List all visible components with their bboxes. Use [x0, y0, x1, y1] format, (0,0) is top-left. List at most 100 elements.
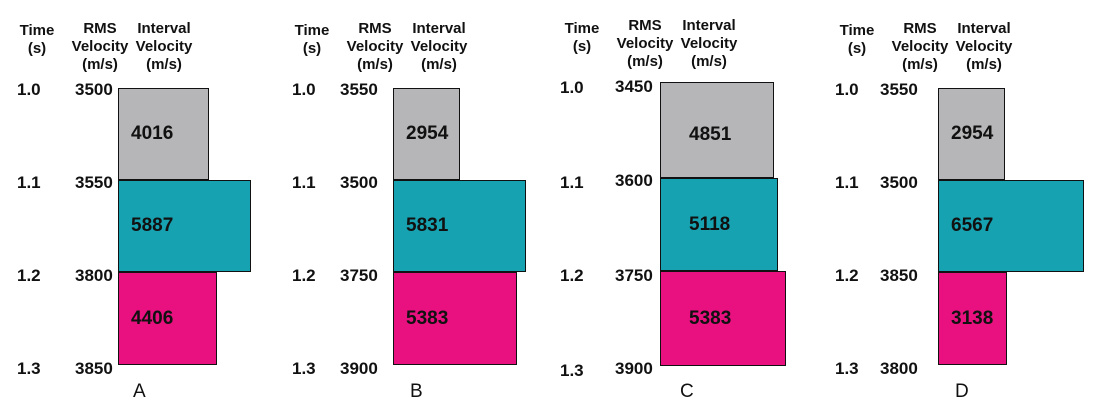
time-header: Time (s): [562, 20, 602, 56]
rms-value: 3850: [880, 266, 918, 285]
time-header-line: Time: [839, 22, 875, 39]
interval-value: 5831: [406, 215, 449, 236]
time-header-unit: (s): [27, 40, 47, 57]
rms-header-line: Velocity: [346, 38, 404, 55]
interval-header: Interval Velocity (m/s): [939, 20, 1029, 74]
rms-header-unit: (m/s): [357, 56, 393, 73]
time-header: Time (s): [837, 22, 877, 58]
interval-header: Interval Velocity (m/s): [394, 20, 484, 74]
rms-value: 3500: [340, 173, 378, 192]
interval-header-unit: (m/s): [691, 53, 727, 70]
rms-header-line: RMS: [628, 17, 662, 34]
rms-value: 3500: [880, 173, 918, 192]
rms-value: 3500: [75, 80, 113, 99]
time-value: 1.1: [17, 173, 41, 192]
interval-layer-3: 5383: [393, 272, 517, 365]
rms-header-unit: (m/s): [82, 56, 118, 73]
time-value: 1.1: [835, 173, 859, 192]
interval-header-line: Velocity: [680, 35, 738, 52]
panel-label: A: [133, 381, 146, 402]
time-value: 1.3: [292, 359, 316, 378]
interval-layer-1: 2954: [938, 88, 1005, 180]
interval-value: 5118: [689, 213, 731, 235]
interval-layer-1: 4016: [118, 88, 209, 180]
interval-value: 4016: [131, 123, 174, 144]
rms-value: 3750: [615, 266, 653, 285]
interval-layer-3: 3138: [938, 272, 1007, 365]
interval-header-unit: (m/s): [146, 56, 182, 73]
rms-header: RMS Velocity (m/s): [336, 20, 414, 74]
interval-layer-1: 4851: [660, 82, 774, 178]
rms-header-line: RMS: [83, 20, 117, 37]
rms-header-line: RMS: [358, 20, 392, 37]
rms-header-line: Velocity: [616, 35, 674, 52]
interval-value: 2954: [951, 123, 994, 144]
interval-layer-2: 5831: [393, 180, 526, 272]
time-header-line: Time: [294, 22, 330, 39]
rms-value: 3900: [615, 359, 653, 378]
rms-value: 3450: [615, 77, 653, 96]
interval-layer-2: 5887: [118, 180, 251, 272]
rms-value: 3900: [340, 359, 378, 378]
time-value: 1.2: [292, 266, 316, 285]
time-header-unit: (s): [302, 40, 322, 57]
time-value: 1.2: [560, 266, 584, 285]
rms-value: 3800: [75, 266, 113, 285]
time-value: 1.0: [292, 80, 316, 99]
interval-value: 6567: [951, 215, 994, 236]
time-header: Time (s): [17, 22, 57, 58]
interval-value: 5887: [131, 215, 174, 236]
rms-header: RMS Velocity (m/s): [881, 20, 959, 74]
interval-header-line: Interval: [682, 17, 736, 34]
interval-value: 3138: [951, 307, 994, 329]
panel-d: Time (s) RMS Velocity (m/s) Interval Vel…: [835, 0, 1100, 420]
rms-header-line: Velocity: [71, 38, 129, 55]
interval-header-unit: (m/s): [421, 56, 457, 73]
interval-header-line: Velocity: [135, 38, 193, 55]
interval-value: 2954: [406, 123, 449, 144]
rms-value: 3850: [75, 359, 113, 378]
panel-c: Time (s) RMS Velocity (m/s) Interval Vel…: [560, 0, 830, 420]
time-header-line: Time: [564, 20, 600, 37]
time-value: 1.2: [17, 266, 41, 285]
interval-layer-1: 2954: [393, 88, 460, 180]
interval-layer-2: 5118: [660, 178, 778, 271]
time-value: 1.0: [835, 80, 859, 99]
time-value: 1.3: [835, 359, 859, 378]
interval-layer-3: 5383: [660, 271, 786, 366]
time-value: 1.1: [292, 173, 316, 192]
interval-header: Interval Velocity (m/s): [119, 20, 209, 74]
time-header: Time (s): [292, 22, 332, 58]
interval-header: Interval Velocity (m/s): [664, 17, 754, 71]
time-value: 1.0: [560, 78, 584, 97]
panel-label: C: [680, 381, 694, 402]
rms-value: 3800: [880, 359, 918, 378]
interval-header-line: Velocity: [410, 38, 468, 55]
time-value: 1.3: [17, 359, 41, 378]
interval-value: 4406: [131, 307, 174, 329]
panel-label: D: [955, 381, 969, 402]
time-value: 1.2: [835, 266, 859, 285]
time-header-unit: (s): [847, 40, 867, 57]
interval-value: 5383: [406, 307, 449, 329]
panel-b: Time (s) RMS Velocity (m/s) Interval Vel…: [290, 0, 560, 420]
time-value: 1.1: [560, 173, 584, 192]
rms-value: 3550: [340, 80, 378, 99]
interval-value: 5383: [689, 307, 732, 329]
rms-value: 3550: [75, 173, 113, 192]
interval-header-line: Interval: [957, 20, 1011, 37]
rms-value: 3750: [340, 266, 378, 285]
time-header-line: Time: [19, 22, 55, 39]
rms-header-line: RMS: [903, 20, 937, 37]
interval-header-unit: (m/s): [966, 56, 1002, 73]
rms-value: 3550: [880, 80, 918, 99]
interval-header-line: Interval: [412, 20, 466, 37]
rms-header-line: Velocity: [891, 38, 949, 55]
rms-header-unit: (m/s): [627, 53, 663, 70]
rms-header: RMS Velocity (m/s): [61, 20, 139, 74]
interval-header-line: Interval: [137, 20, 191, 37]
interval-layer-3: 4406: [118, 272, 217, 365]
interval-layer-2: 6567: [938, 180, 1084, 272]
rms-header: RMS Velocity (m/s): [606, 17, 684, 71]
rms-value: 3600: [615, 171, 653, 190]
